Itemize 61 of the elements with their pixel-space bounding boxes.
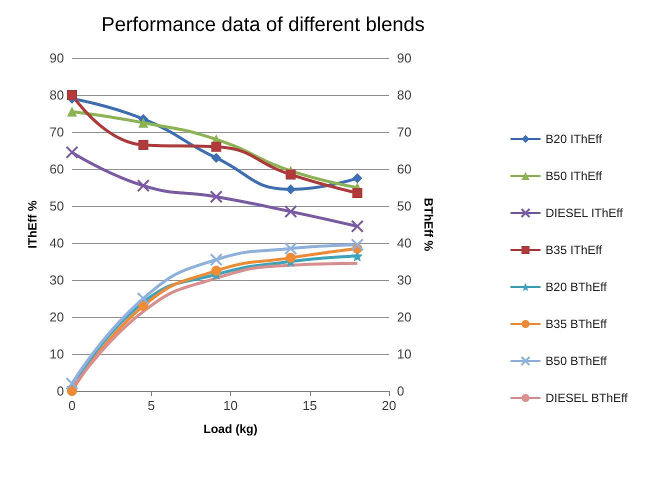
x-tick-label: 20 — [382, 398, 396, 413]
point — [350, 238, 364, 252]
legend-label: DIESEL IThEff — [546, 206, 624, 220]
point — [284, 205, 298, 218]
point — [352, 188, 362, 198]
x-tick-label: 0 — [68, 398, 76, 413]
point — [284, 242, 298, 256]
y-tick-label: 50 — [50, 198, 64, 214]
point — [286, 252, 296, 263]
y-tick-label: 40 — [50, 236, 64, 250]
y-tick-label: 0 — [56, 384, 64, 398]
y2-tick-label: 40 — [397, 236, 412, 250]
point — [66, 377, 78, 390]
point — [211, 266, 222, 276]
y2-tick-label: 0 — [397, 384, 404, 398]
y2-tick-label: 60 — [397, 162, 412, 176]
x-tick-label: 15 — [302, 398, 317, 413]
x-tick-label: 5 — [148, 398, 155, 413]
point — [67, 106, 77, 117]
y2-tick-label: 80 — [397, 88, 412, 102]
point — [286, 170, 296, 180]
y-tick-label: 90 — [50, 50, 64, 66]
point — [67, 386, 77, 396]
y2-tick-label: 90 — [397, 50, 412, 66]
y2-tick-label: 30 — [397, 272, 412, 288]
y2-tick-label: 10 — [397, 346, 412, 362]
point — [210, 190, 223, 204]
y-tick-label: 10 — [50, 346, 64, 362]
chart-title: Performance data of different blends — [101, 14, 425, 36]
point — [352, 173, 362, 184]
legend-label: B20 BThEff — [546, 280, 608, 294]
point — [136, 292, 150, 305]
legend-label: B20 IThEff — [546, 132, 603, 146]
legend-label: B50 BThEff — [546, 354, 608, 368]
point — [136, 179, 150, 192]
point — [211, 152, 222, 163]
point — [350, 220, 364, 233]
x-tick-label: 10 — [223, 398, 238, 413]
y2-tick-label: 70 — [397, 124, 412, 140]
legend-label: DIESEL BThEff — [546, 391, 628, 405]
legend-label: B50 IThEff — [546, 169, 603, 183]
point — [286, 184, 296, 194]
point — [211, 142, 222, 152]
point — [138, 140, 148, 150]
x-axis-title: Load (kg) — [204, 422, 258, 436]
y-tick-label: 60 — [50, 162, 64, 176]
point — [138, 118, 148, 128]
y-tick-label: 70 — [50, 124, 64, 140]
y2-tick-label: 20 — [397, 310, 412, 324]
y-tick-label: 30 — [50, 272, 64, 288]
point — [138, 300, 148, 311]
point — [67, 90, 77, 100]
legend-label: B35 BThEff — [546, 317, 608, 331]
y2-tick-label: 50 — [397, 198, 412, 214]
legend-label: B35 IThEff — [546, 243, 603, 257]
y-axis-title: IThEff % — [26, 200, 40, 248]
y-tick-label: 80 — [50, 88, 64, 102]
y-tick-label: 20 — [50, 310, 64, 324]
point — [66, 146, 78, 159]
y2-axis-title: BThEff % — [421, 198, 436, 252]
point — [210, 253, 223, 266]
